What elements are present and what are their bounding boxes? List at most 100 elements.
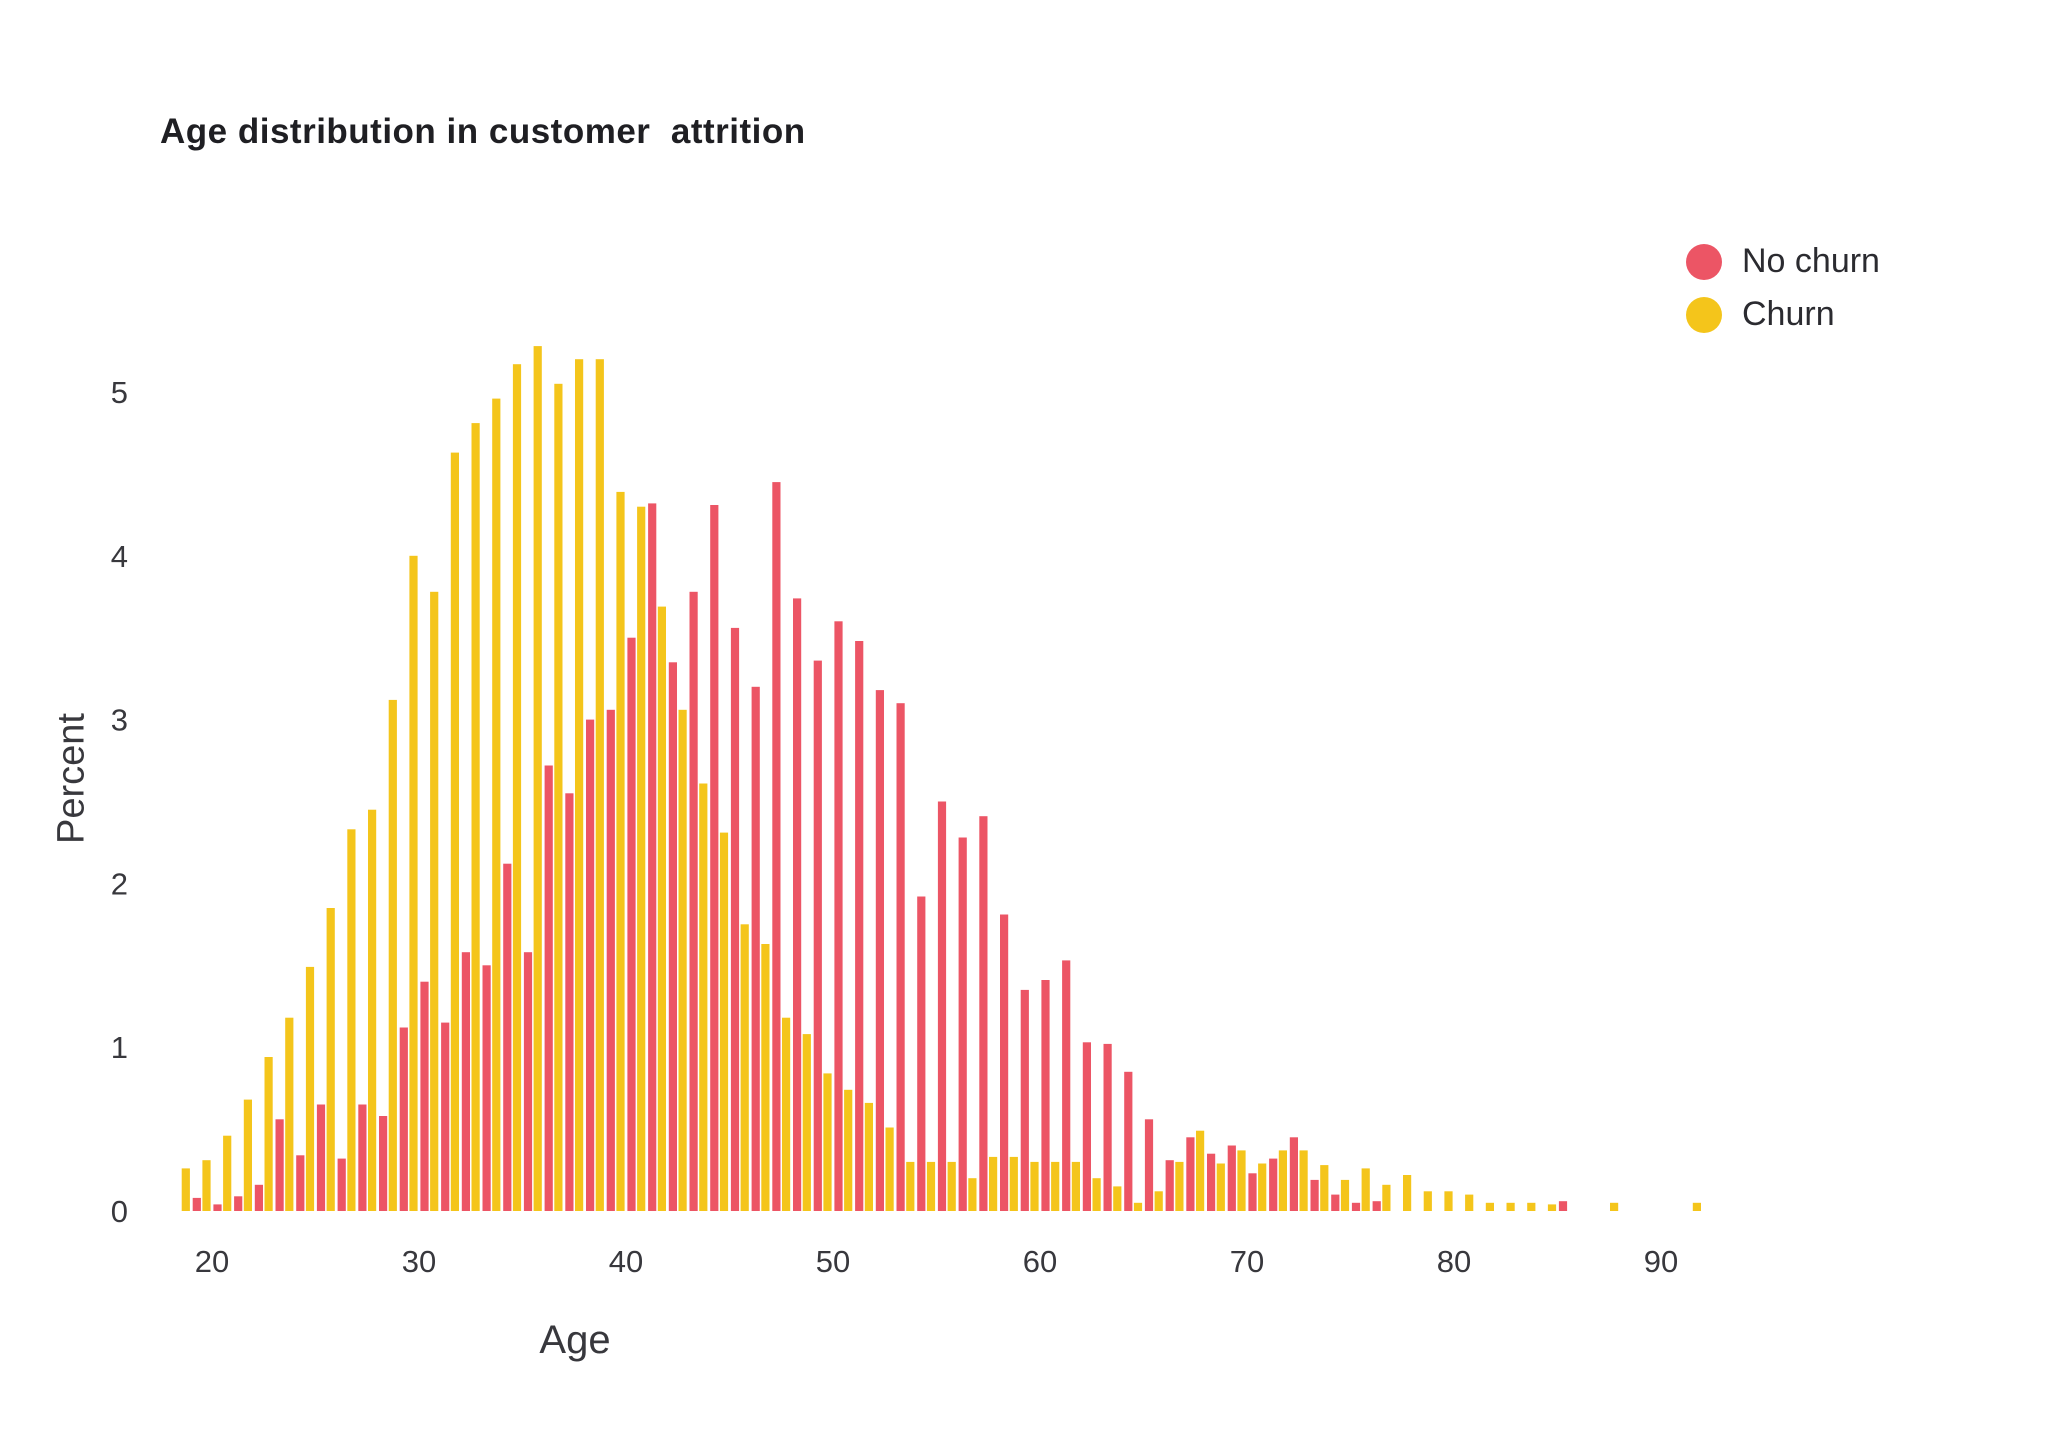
no-churn-swatch-icon xyxy=(1686,243,1722,280)
bar xyxy=(1269,1158,1278,1211)
x-tick-label: 30 xyxy=(402,1244,436,1279)
bar xyxy=(813,660,822,1211)
bar xyxy=(1071,1161,1080,1211)
bar xyxy=(192,1197,201,1211)
bar xyxy=(1186,1137,1195,1211)
bar xyxy=(1041,980,1050,1211)
legend: No churn Churn xyxy=(1686,242,1880,334)
bar xyxy=(1237,1150,1246,1211)
bar xyxy=(368,809,377,1211)
y-axis-ticks: 0 1 2 3 4 5 xyxy=(111,375,128,1229)
bar xyxy=(450,452,459,1212)
bar xyxy=(793,598,802,1211)
y-tick-label: 1 xyxy=(111,1030,128,1065)
bar xyxy=(1175,1161,1184,1211)
bars-churn xyxy=(181,346,1701,1212)
bar xyxy=(1216,1163,1225,1211)
bar xyxy=(223,1135,232,1211)
bar xyxy=(347,829,356,1211)
bar xyxy=(1331,1194,1340,1211)
chart-title: Age distribution in customer attrition xyxy=(160,112,806,151)
x-tick-label: 70 xyxy=(1230,1244,1264,1279)
bar xyxy=(533,346,542,1212)
bar xyxy=(1558,1201,1568,1211)
bar xyxy=(1030,1161,1039,1211)
legend-label-no-churn: No churn xyxy=(1742,242,1880,280)
bar xyxy=(689,591,698,1211)
bar xyxy=(430,591,439,1211)
bar xyxy=(565,793,574,1211)
bar xyxy=(399,1027,408,1211)
bar xyxy=(1248,1173,1257,1211)
y-tick-label: 2 xyxy=(111,866,128,901)
bar xyxy=(947,1161,956,1211)
bar xyxy=(1207,1153,1216,1211)
bar xyxy=(254,1184,263,1211)
bar xyxy=(1062,960,1071,1211)
bar xyxy=(586,719,595,1211)
bar xyxy=(1051,1161,1060,1211)
bar xyxy=(1403,1175,1412,1211)
bar xyxy=(1547,1204,1557,1211)
bar xyxy=(1082,1042,1091,1211)
bar xyxy=(243,1099,252,1211)
bar xyxy=(503,863,512,1211)
bar xyxy=(740,924,749,1211)
bar xyxy=(637,506,646,1211)
bar xyxy=(1165,1160,1174,1211)
bar xyxy=(1299,1150,1308,1211)
bar xyxy=(388,699,397,1211)
bar xyxy=(316,1104,326,1211)
bar xyxy=(1092,1178,1101,1211)
bar xyxy=(523,952,533,1211)
legend-item-no-churn: No churn xyxy=(1686,242,1880,281)
bar xyxy=(917,896,926,1211)
bar xyxy=(1465,1194,1474,1211)
legend-label-churn: Churn xyxy=(1742,295,1835,333)
bar xyxy=(1103,1043,1112,1211)
bar xyxy=(885,1127,894,1211)
bar xyxy=(471,423,480,1212)
y-tick-label: 4 xyxy=(111,539,128,574)
bar xyxy=(296,1155,305,1211)
bar xyxy=(1361,1168,1370,1211)
bar xyxy=(420,981,429,1211)
y-tick-label: 3 xyxy=(111,703,128,738)
x-tick-label: 60 xyxy=(1023,1244,1057,1279)
bar xyxy=(326,908,335,1211)
y-tick-label: 0 xyxy=(111,1194,128,1229)
bar xyxy=(1382,1184,1391,1211)
bar xyxy=(305,966,315,1211)
bar xyxy=(730,627,740,1211)
bar xyxy=(1144,1119,1154,1211)
bar xyxy=(213,1204,222,1211)
bar xyxy=(926,1161,936,1211)
bar xyxy=(544,765,553,1211)
bar xyxy=(595,359,604,1211)
bar xyxy=(937,801,947,1211)
bar xyxy=(802,1034,811,1211)
bar xyxy=(896,703,905,1211)
x-tick-label: 80 xyxy=(1437,1244,1471,1279)
bar xyxy=(678,709,687,1211)
y-tick-label: 5 xyxy=(111,375,128,410)
bar xyxy=(751,686,760,1211)
bar xyxy=(1009,1156,1018,1211)
bar xyxy=(834,621,843,1211)
bar xyxy=(285,1017,294,1211)
bar xyxy=(1227,1145,1236,1211)
bar xyxy=(1133,1202,1143,1211)
bar xyxy=(482,965,491,1211)
churn-swatch-icon xyxy=(1686,296,1722,333)
bar xyxy=(1154,1191,1163,1211)
bar xyxy=(1124,1071,1133,1211)
bar xyxy=(710,505,719,1211)
bar xyxy=(772,482,781,1212)
bar xyxy=(1196,1130,1205,1211)
bar xyxy=(1423,1191,1432,1211)
bar xyxy=(844,1089,853,1211)
x-axis-title: Age xyxy=(539,1318,611,1362)
bar xyxy=(379,1116,388,1211)
